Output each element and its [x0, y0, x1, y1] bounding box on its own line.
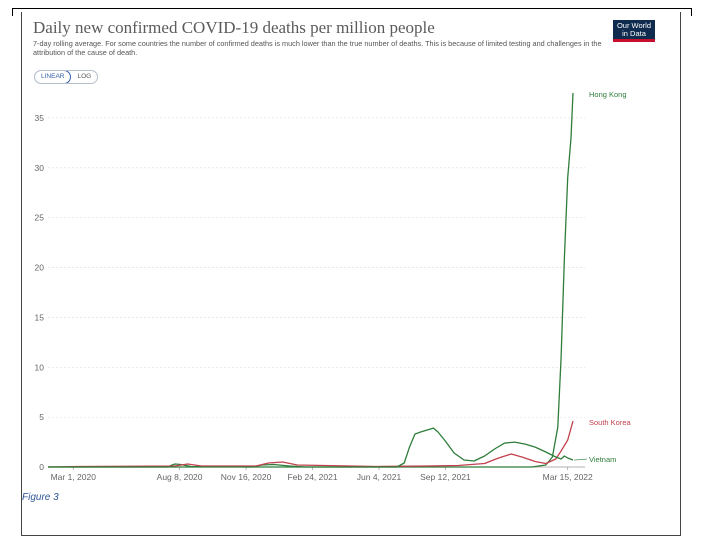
scale-toggle[interactable]: LINEAR LOG: [34, 70, 99, 84]
series-line-south-korea: [47, 420, 574, 468]
owid-logo[interactable]: Our World in Data: [613, 20, 655, 42]
y-tick-label: 5: [39, 412, 44, 422]
frame-top-left-tick: [12, 8, 13, 16]
chart-subtitle: 7-day rolling average. For some countrie…: [33, 39, 602, 57]
series-label-connector: [574, 458, 588, 461]
x-tick-label: Aug 8, 2020: [157, 472, 203, 482]
frame-top-right-tick: [691, 8, 692, 16]
series-label-south-korea: South Korea: [589, 418, 632, 427]
frame-top-border: [12, 8, 692, 9]
x-tick-label: Mar 15, 2022: [543, 472, 593, 482]
y-tick-label: 0: [39, 462, 44, 472]
figure-caption: Figure 3: [22, 492, 59, 503]
series-line-hong-kong: [48, 92, 574, 468]
x-tick-label: Feb 24, 2021: [287, 472, 337, 482]
series-line-vietnam: [48, 427, 574, 468]
figure-card: [21, 12, 681, 536]
linear-scale-button[interactable]: LINEAR: [35, 71, 72, 83]
y-tick-label: 20: [35, 263, 45, 273]
log-scale-button[interactable]: LOG: [77, 73, 92, 80]
x-tick-label: Mar 1, 2020: [51, 472, 97, 482]
y-tick-label: 15: [35, 312, 45, 322]
y-tick-label: 25: [35, 213, 45, 223]
logo-line-2: in Data: [622, 29, 646, 39]
logo-line-1: Our World: [616, 21, 652, 30]
chart-title: Daily new confirmed COVID-19 deaths per …: [33, 18, 435, 37]
series-label-hong-kong: Hong Kong: [589, 90, 627, 99]
x-tick-label: Sep 12, 2021: [420, 472, 471, 482]
y-tick-label: 30: [35, 163, 45, 173]
x-tick-label: Nov 16, 2020: [221, 472, 272, 482]
x-tick-label: Jun 4, 2021: [357, 472, 402, 482]
y-tick-label: 35: [35, 113, 45, 123]
y-tick-label: 10: [35, 362, 45, 372]
series-label-vietnam: Vietnam: [589, 455, 616, 464]
